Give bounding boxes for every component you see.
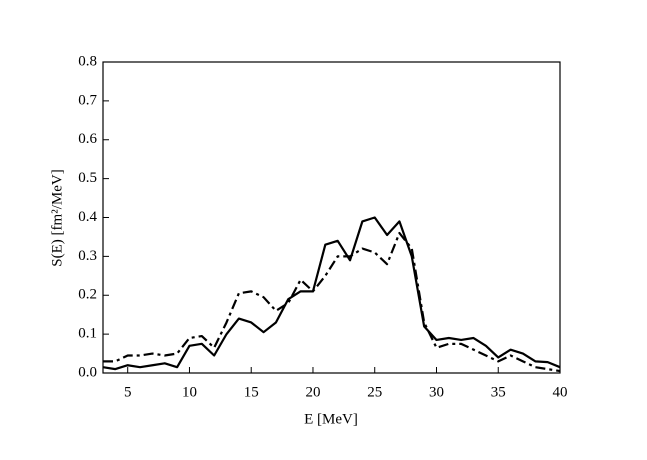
x-tick-label: 15: [244, 384, 259, 400]
plot-frame: [102, 61, 561, 374]
x-axis-label: E [MeV]: [304, 411, 358, 427]
x-tick-label: 20: [305, 384, 320, 400]
data-line: [103, 231, 561, 373]
y-tick-label: 0.7: [78, 92, 97, 108]
y-tick-label: 0.1: [78, 326, 97, 342]
y-axis-label: S(E) [fm²/MeV]: [49, 169, 65, 266]
x-tick-label: 25: [367, 384, 382, 400]
y-tick-label: 0.8: [78, 53, 97, 69]
x-tick-label: 30: [429, 384, 444, 400]
y-tick-label: 0.6: [78, 131, 97, 147]
y-tick-label: 0.4: [78, 209, 97, 225]
x-tick-label: 35: [491, 384, 506, 400]
y-tick-label: 0.0: [78, 364, 97, 380]
y-tick-label: 0.2: [78, 287, 97, 303]
x-tick-label: 40: [553, 384, 568, 400]
y-tick-label: 0.5: [78, 170, 97, 186]
x-tick-label: 10: [182, 384, 197, 400]
data-line: [102, 216, 561, 371]
y-tick-label: 0.3: [78, 248, 97, 264]
x-tick-label: 5: [124, 384, 132, 400]
